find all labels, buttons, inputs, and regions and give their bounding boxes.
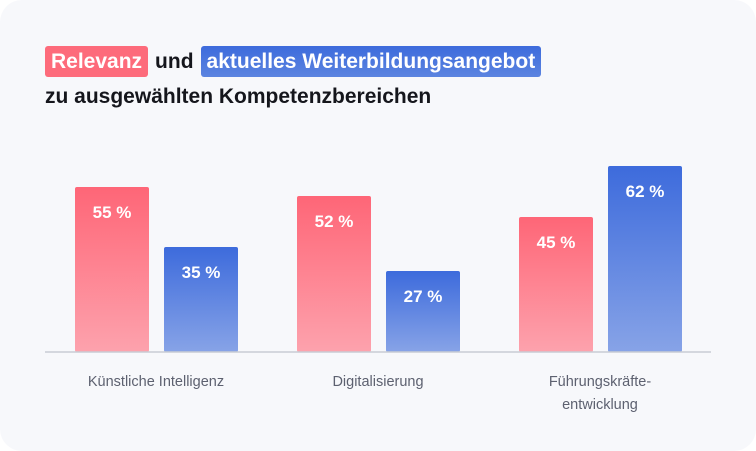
bar-offer-0	[164, 247, 238, 352]
chart-title: Relevanz und aktuelles Weiterbildungsang…	[45, 46, 542, 112]
bar-relevance-0	[75, 187, 149, 352]
data-label-relevance-1: 52 %	[315, 212, 354, 231]
data-label-offer-2: 62 %	[626, 182, 665, 201]
data-label-relevance-2: 45 %	[537, 233, 576, 252]
category-label-line: Künstliche Intelligenz	[87, 374, 225, 390]
data-label-offer-1: 27 %	[404, 287, 443, 306]
category-label-line: Digitalisierung	[332, 374, 424, 390]
legend-offer-highlight: aktuelles Weiterbildungsangebot	[200, 46, 542, 77]
bar-offer-2	[608, 166, 682, 352]
title-connector: und	[155, 50, 194, 73]
legend-relevance-highlight: Relevanz	[45, 46, 149, 77]
bar-offer-1	[386, 271, 460, 352]
category-label-line: Führungskräfte-	[548, 374, 652, 390]
data-label-offer-0: 35 %	[182, 263, 221, 282]
data-label-relevance-0: 55 %	[93, 203, 132, 222]
category-label-1: Digitalisierung	[278, 371, 478, 394]
category-label-2: Führungskräfte-entwicklung	[500, 371, 700, 417]
category-label-line: entwicklung	[562, 397, 638, 413]
title-line-2: zu ausgewählten Kompetenzbereichen	[45, 85, 432, 108]
category-label-0: Künstliche Intelligenz	[56, 371, 256, 394]
bar-relevance-2	[519, 217, 593, 352]
bar-relevance-1	[297, 196, 371, 352]
